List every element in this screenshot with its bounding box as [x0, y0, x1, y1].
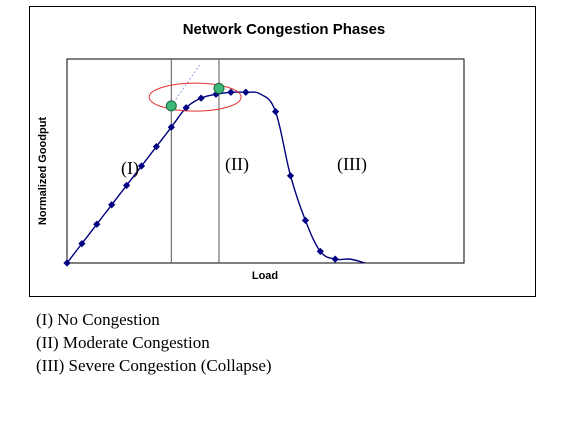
chart-frame: Network Congestion Phases (I) (II) (III) L…	[29, 6, 536, 297]
data-marker	[108, 201, 116, 209]
data-marker	[63, 259, 71, 267]
legend-item-moderate-congestion: (II) Moderate Congestion	[36, 333, 210, 352]
phase-label-2: (II)	[225, 154, 249, 175]
data-marker	[167, 123, 175, 131]
knee-ellipse	[148, 82, 242, 112]
data-marker	[137, 162, 146, 170]
legend-item-severe-congestion: (III) Severe Congestion (Collapse)	[36, 356, 272, 375]
knee-highlight	[148, 82, 242, 112]
chart-svg: Network Congestion Phases (I) (II) (III) L…	[37, 21, 465, 282]
x-axis-label: Load	[252, 270, 278, 282]
plot-area	[66, 58, 465, 264]
phase-legend: (I) No Congestion (II) Moderate Congesti…	[36, 308, 272, 377]
extrapolation-line	[170, 64, 201, 107]
ideal-extension-line	[170, 64, 201, 107]
y-axis-label: Normalized Goodput	[37, 117, 49, 226]
data-marker	[331, 255, 339, 263]
data-marker	[242, 88, 250, 96]
knee-point-1	[165, 100, 177, 112]
chart-title: Network Congestion Phases	[183, 21, 386, 38]
data-marker	[271, 108, 280, 116]
data-marker	[152, 142, 161, 151]
phase-labels: (I) (II) (III)	[121, 154, 367, 179]
knee-point-2	[213, 82, 225, 94]
data-marker	[316, 247, 324, 255]
data-markers	[63, 88, 339, 267]
data-marker	[78, 239, 86, 248]
goodput-curve	[66, 91, 366, 264]
data-marker	[301, 216, 310, 224]
goodput-line	[66, 91, 366, 264]
data-marker	[286, 172, 295, 180]
data-marker	[227, 88, 235, 96]
legend-item-no-congestion: (I) No Congestion	[36, 310, 160, 329]
phase-dividers	[170, 59, 220, 263]
data-marker	[122, 181, 131, 190]
phase-label-3: (III)	[337, 154, 367, 175]
data-marker	[93, 220, 101, 228]
data-marker	[197, 94, 205, 102]
phase-label-1: (I)	[121, 158, 139, 179]
